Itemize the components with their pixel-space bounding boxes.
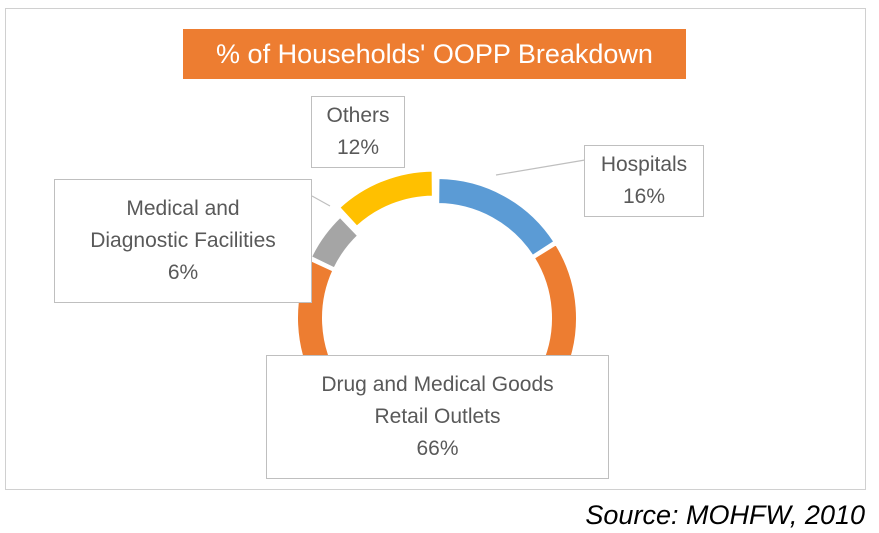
leader-line-0 [495, 159, 586, 176]
leader-line-1 [311, 195, 331, 207]
data-label-others-name: Others [326, 104, 390, 127]
data-label-hospitals-value: 16% [622, 185, 666, 208]
data-label-medical-diagnostic-value: 6% [167, 261, 199, 284]
data-label-medical-diagnostic-line2: Diagnostic Facilities [90, 229, 276, 252]
donut-slice-medical-diagnostic [309, 215, 360, 270]
data-label-hospitals-name: Hospitals [600, 153, 688, 176]
chart-title: % of Households' OOPP Breakdown [183, 29, 686, 79]
data-label-hospitals: Hospitals 16% [584, 145, 704, 217]
data-label-drug-retail: Drug and Medical Goods Retail Outlets 66… [266, 355, 609, 479]
data-label-others: Others 12% [311, 96, 405, 168]
data-label-drug-retail-line2: Retail Outlets [374, 405, 501, 428]
source-note: Source: MOHFW, 2010 [585, 500, 865, 530]
donut-slice-hospitals [437, 176, 556, 258]
donut-slice-others [337, 169, 434, 229]
data-label-medical-diagnostic: Medical and Diagnostic Facilities 6% [54, 179, 312, 303]
data-label-others-value: 12% [336, 136, 380, 159]
data-label-drug-retail-line1: Drug and Medical Goods [321, 373, 554, 396]
data-label-medical-diagnostic-line1: Medical and [126, 197, 240, 220]
data-label-drug-retail-value: 66% [416, 437, 459, 460]
